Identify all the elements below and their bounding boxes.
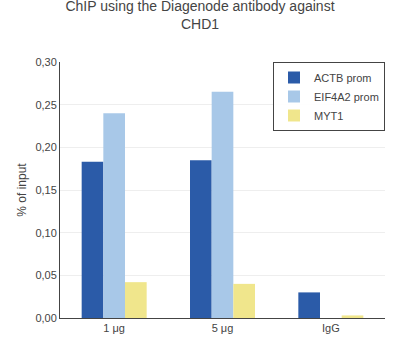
svg-text:0,10: 0,10 — [35, 227, 56, 239]
svg-text:1 μg: 1 μg — [103, 322, 125, 334]
svg-text:ChIP using the Diagenode antib: ChIP using the Diagenode antibody agains… — [65, 0, 334, 32]
svg-text:0,05: 0,05 — [35, 269, 56, 281]
svg-text:MYT1: MYT1 — [314, 110, 343, 122]
svg-text:% of input: % of input — [15, 163, 29, 217]
svg-text:IgG: IgG — [322, 322, 340, 334]
svg-text:5 μg: 5 μg — [212, 322, 234, 334]
svg-text:0,00: 0,00 — [35, 312, 56, 324]
svg-text:0,25: 0,25 — [35, 99, 56, 111]
svg-text:ACTB prom: ACTB prom — [314, 72, 371, 84]
svg-text:0,15: 0,15 — [35, 184, 56, 196]
svg-text:0,30: 0,30 — [35, 56, 56, 68]
svg-text:0,20: 0,20 — [35, 141, 56, 153]
svg-text:EIF4A2 prom: EIF4A2 prom — [314, 91, 379, 103]
